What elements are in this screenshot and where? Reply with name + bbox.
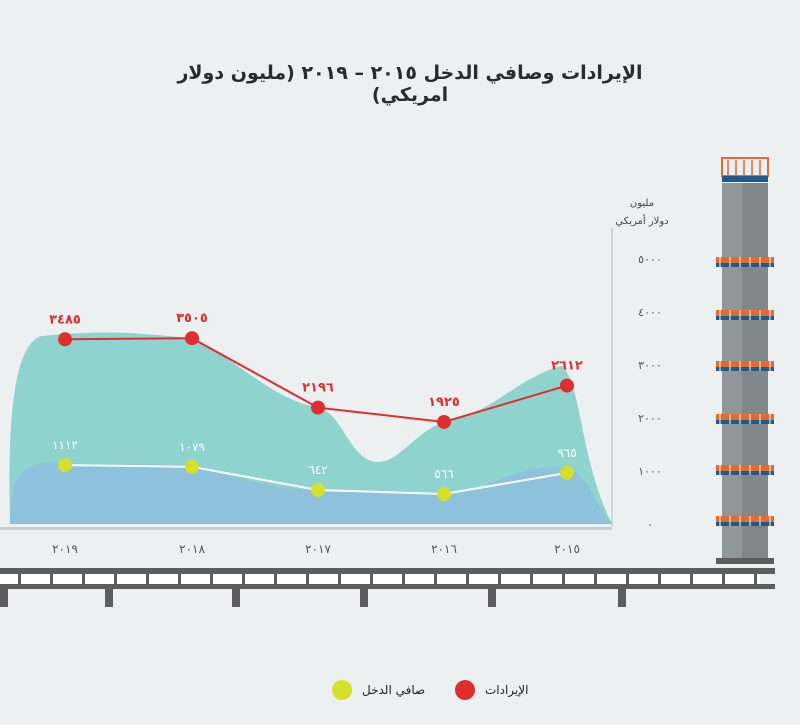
net-income-point [437, 487, 451, 502]
net-income-value-label: ٥٦٦ [434, 467, 453, 481]
girder-leg [618, 589, 626, 607]
revenue-value-label: ١٩٢٥ [428, 395, 460, 410]
legend-label-net-income: صافي الدخل [362, 683, 426, 697]
girder-rivet [754, 574, 757, 586]
revenue-value-label: ٢١٩٦ [302, 381, 334, 396]
x-tick-label: ٢٠١٧ [305, 542, 331, 556]
girder-rivet [146, 574, 149, 586]
legend-item-net-income: صافي الدخل [332, 678, 425, 702]
tower-platform-rail [716, 263, 774, 267]
girder-rivet [658, 574, 661, 586]
legend-dot-revenue [455, 680, 475, 700]
revenue-point [58, 332, 72, 347]
tower-platform-rail [716, 420, 774, 424]
girder-rivet [50, 574, 53, 586]
y-tick-label: ١٠٠٠ [638, 465, 662, 478]
girder-rivet [562, 574, 565, 586]
net-income-value-label: ٦٤٢ [308, 463, 327, 477]
revenue-point [185, 331, 199, 346]
x-tick-label: ٢٠١٨ [179, 542, 205, 556]
girder-rivet [242, 574, 245, 586]
girder-rivet [690, 574, 693, 586]
net-income-point [185, 459, 199, 474]
tower-platform [716, 465, 774, 471]
x-tick-label: ٢٠١٥ [554, 542, 580, 556]
girder-leg [488, 589, 496, 607]
y-tick-label: ٤٠٠٠ [638, 306, 662, 319]
legend-item-revenue: الإيرادات [455, 678, 528, 702]
tower-platform-rail [716, 522, 774, 526]
y-axis-unit-label-line2: دولار أمريكي [615, 216, 669, 227]
net-income-point [58, 458, 72, 473]
y-tick-label: ٢٠٠٠ [638, 412, 662, 425]
girder-top [0, 568, 775, 574]
girder-leg [0, 589, 8, 607]
revenue-point [311, 400, 325, 415]
net-income-point [560, 465, 574, 480]
revenue-value-label: ٣٥٠٥ [176, 311, 208, 326]
net-income-area [10, 462, 612, 524]
tower-base [716, 558, 774, 564]
girder-rivet [434, 574, 437, 586]
y-tick-label: ٣٠٠٠ [638, 359, 662, 372]
net-income-value-label: ١٠٧٩ [179, 440, 205, 454]
tower-platform [716, 516, 774, 522]
decoration-layer [0, 157, 775, 607]
girder-rivet [402, 574, 405, 586]
girder-leg [360, 589, 368, 607]
revenue-point [437, 414, 451, 429]
girder-rivet [626, 574, 629, 586]
net-income-value-label: ١١١٢ [52, 438, 78, 452]
girder-rivet [722, 574, 725, 586]
y-axis-ticks: ٠ ١٠٠٠ ٢٠٠٠ ٣٠٠٠ ٤٠٠٠ ٥٠٠٠ [611, 228, 662, 531]
tower-platform-rail [716, 316, 774, 320]
tower-platform [716, 361, 774, 367]
x-axis-ticks: ٢٠١٩ ٢٠١٨ ٢٠١٧ ٢٠١٦ ٢٠١٥ [52, 542, 580, 556]
girder-rivet [594, 574, 597, 586]
girder-rivet [274, 574, 277, 586]
girder-rivet [114, 574, 117, 586]
y-axis-unit-label-line1: مليون [629, 198, 655, 209]
y-tick-label: ٠ [647, 518, 653, 531]
legend-label-revenue: الإيرادات [485, 683, 529, 697]
girder-rivet [466, 574, 469, 586]
girder-leg [232, 589, 240, 607]
tower-platform [716, 414, 774, 420]
baseline [0, 527, 612, 530]
girder-leg [105, 589, 113, 607]
tower-shade [742, 183, 768, 563]
tower-platform-rail [716, 367, 774, 371]
girder-rivet [530, 574, 533, 586]
x-tick-label: ٢٠١٦ [431, 542, 457, 556]
net-income-value-label: ٩٦٥ [557, 446, 576, 460]
girder-bottom [0, 584, 775, 589]
revenue-value-label: ٢٦١٢ [551, 359, 583, 374]
girder-rivet [210, 574, 213, 586]
tower-platform [716, 310, 774, 316]
girder-rivet [338, 574, 341, 586]
revenue-point [560, 378, 574, 393]
revenue-value-label: ٣٤٨٥ [49, 312, 81, 327]
girder-rivet [82, 574, 85, 586]
girder-rivet [18, 574, 21, 586]
tower-platform-rail [716, 471, 774, 475]
chart-title: الإيرادات وصافي الدخل ٢٠١٥ – ٢٠١٩ (مليون… [177, 62, 643, 106]
x-tick-label: ٢٠١٩ [52, 542, 78, 556]
tower-top-cage [721, 157, 769, 177]
girder-rivet [178, 574, 181, 586]
girder-rivet [306, 574, 309, 586]
net-income-point [311, 482, 325, 497]
tower-top-deck [722, 176, 768, 182]
line-layer: ٣٤٨٥ ٣٥٠٥ ٢١٩٦ ١٩٢٥ ٢٦١٢ ١١١٢ ١٠٧٩ ٦٤٢ ٥٦٦ ٩٦٥ [49, 311, 583, 502]
y-tick-label: ٥٠٠٠ [638, 253, 662, 266]
area-layer [9, 332, 612, 524]
tower-platform [716, 257, 774, 263]
girder-rivet [370, 574, 373, 586]
girder-rivet [498, 574, 501, 586]
legend-dot-net-income [332, 680, 352, 700]
